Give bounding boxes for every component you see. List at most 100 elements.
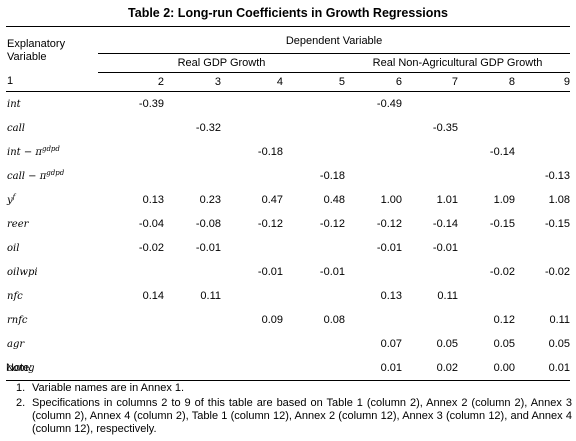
column-number: 7 (402, 72, 458, 92)
coefficient-cell (283, 284, 345, 308)
coefficient-cell (164, 356, 221, 381)
table-row: reer -0.04 -0.08 -0.12 -0.12 -0.12 -0.14 -0.15 -… (6, 212, 570, 236)
variable-name: call (6, 116, 98, 140)
coefficient-cell: -0.18 (319, 169, 345, 182)
coefficient-cell: -0.01 (257, 265, 283, 278)
coefficient-cell: 1.08 (548, 193, 571, 206)
column-number: 5 (283, 72, 345, 92)
coefficient-cell (98, 332, 164, 356)
coefficient-cell: -0.02 (489, 265, 515, 278)
column-number: 8 (458, 72, 515, 92)
variable-symbol: call − π (7, 170, 47, 182)
coefficient-cell: -0.02 (544, 265, 571, 278)
coefficient-cell: -0.32 (195, 121, 221, 134)
coefficient-cell: 0.48 (323, 193, 345, 206)
notes-list: 1. Variable names are in Annex 1. 2. Spe… (6, 382, 572, 436)
coefficient-cell (515, 284, 570, 308)
coefficient-cell: 0.01 (515, 356, 571, 381)
coefficient-cell (458, 92, 515, 117)
variable-name: int (6, 92, 98, 117)
table-row: comg 0.01 0.02 0.00 0.01 (6, 356, 571, 381)
coefficient-cell (402, 92, 458, 117)
coefficient-cell (98, 308, 164, 332)
coefficient-cell: -0.01 (432, 241, 458, 254)
coefficient-cell (221, 116, 283, 140)
coefficient-cell (458, 164, 515, 188)
coefficient-cell (164, 260, 221, 284)
coefficients-table: Explanatory Variable Dependent Variable … (6, 26, 571, 381)
coefficient-cell (283, 116, 345, 140)
coefficient-cell: 1.01 (436, 193, 458, 206)
coefficient-cell: -0.13 (544, 169, 571, 182)
variable-name: rnfc (6, 308, 98, 332)
dependent-variable-header: Dependent Variable (98, 26, 571, 54)
variable-symbol: int (7, 98, 21, 110)
coefficient-cell: -0.01 (376, 241, 402, 254)
coefficient-cell: -0.04 (138, 217, 164, 230)
coefficient-cell (402, 140, 458, 164)
variable-name: reer (6, 212, 98, 236)
variable-name: comg (6, 356, 98, 381)
coefficient-cell (345, 140, 402, 164)
table-row: rnfc 0.09 0.08 0.12 0.11 (6, 308, 570, 332)
table-row: int − πgdpd -0.18 -0.14 (6, 140, 570, 164)
note-item: 2. Specifications in columns 2 to 9 of t… (6, 397, 572, 436)
coefficient-cell: 0.08 (323, 313, 345, 326)
coefficient-cell: -0.39 (138, 97, 164, 110)
coefficient-cell (458, 116, 515, 140)
variable-name: yf (6, 188, 98, 212)
variable-superscript: gdpd (46, 168, 65, 177)
note-text: Variable names are in Annex 1. (32, 382, 185, 394)
coefficient-cell: -0.49 (376, 97, 402, 110)
coefficient-cell (221, 164, 283, 188)
coefficient-cell (345, 308, 402, 332)
coefficient-cell: 0.11 (549, 313, 571, 326)
column-number-row: 1 2 3 4 5 6 7 8 9 (6, 72, 571, 92)
coefficient-cell: -0.14 (489, 145, 515, 158)
variable-name: call − πgdpd (6, 164, 98, 188)
coefficient-cell: 0.13 (380, 289, 402, 302)
coefficient-cell: 0.00 (458, 356, 515, 381)
column-number: 6 (345, 72, 402, 92)
variable-symbol: call (7, 122, 25, 134)
coefficient-cell: -0.14 (432, 217, 458, 230)
coefficient-cell: -0.15 (489, 217, 515, 230)
coefficient-cell (283, 92, 345, 117)
table-row: int -0.39 -0.49 (6, 92, 570, 117)
note-number: 2. (16, 397, 26, 409)
variable-symbol: int − π (7, 146, 42, 158)
column-number: 2 (98, 72, 164, 92)
table-row: oilwpi -0.01 -0.01 -0.02 -0.02 (6, 260, 570, 284)
column-number: 3 (164, 72, 221, 92)
variable-symbol: oilwpi (7, 266, 38, 278)
variable-name: agr (6, 332, 98, 356)
column-number: 4 (221, 72, 283, 92)
variable-symbol: nfc (7, 290, 23, 302)
table-row: agr 0.07 0.05 0.05 0.05 (6, 332, 570, 356)
variable-name: oilwpi (6, 260, 98, 284)
coefficient-cell (98, 164, 164, 188)
coefficient-cell: -0.12 (319, 217, 345, 230)
table-row: yf 0.13 0.23 0.47 0.48 1.00 1.01 1.09 1.08 (6, 188, 570, 212)
coefficient-cell (345, 116, 402, 140)
variable-symbol: y (7, 194, 13, 206)
coefficient-cell (221, 356, 283, 381)
coefficient-cell: 0.47 (261, 193, 283, 206)
coefficient-cell: 0.05 (493, 337, 515, 350)
coefficient-cell (98, 260, 164, 284)
note-text: Specifications in columns 2 to 9 of this… (32, 397, 572, 435)
coefficient-cell: 0.13 (142, 193, 164, 206)
coefficient-cell: 0.12 (493, 313, 515, 326)
coefficient-cell (221, 284, 283, 308)
coefficient-cell: -0.35 (432, 121, 458, 134)
coefficient-cell: 0.14 (142, 289, 164, 302)
coefficient-cell (345, 164, 402, 188)
variable-name: oil (6, 236, 98, 260)
coefficient-cell (515, 140, 570, 164)
table-row: nfc 0.14 0.11 0.13 0.11 (6, 284, 570, 308)
coefficient-cell: 0.09 (261, 313, 283, 326)
coefficient-cell: 0.11 (437, 289, 458, 302)
coefficient-cell (345, 260, 402, 284)
table-title: Table 2: Long-run Coefficients in Growth… (128, 6, 448, 20)
coefficient-cell: 0.23 (199, 193, 221, 206)
